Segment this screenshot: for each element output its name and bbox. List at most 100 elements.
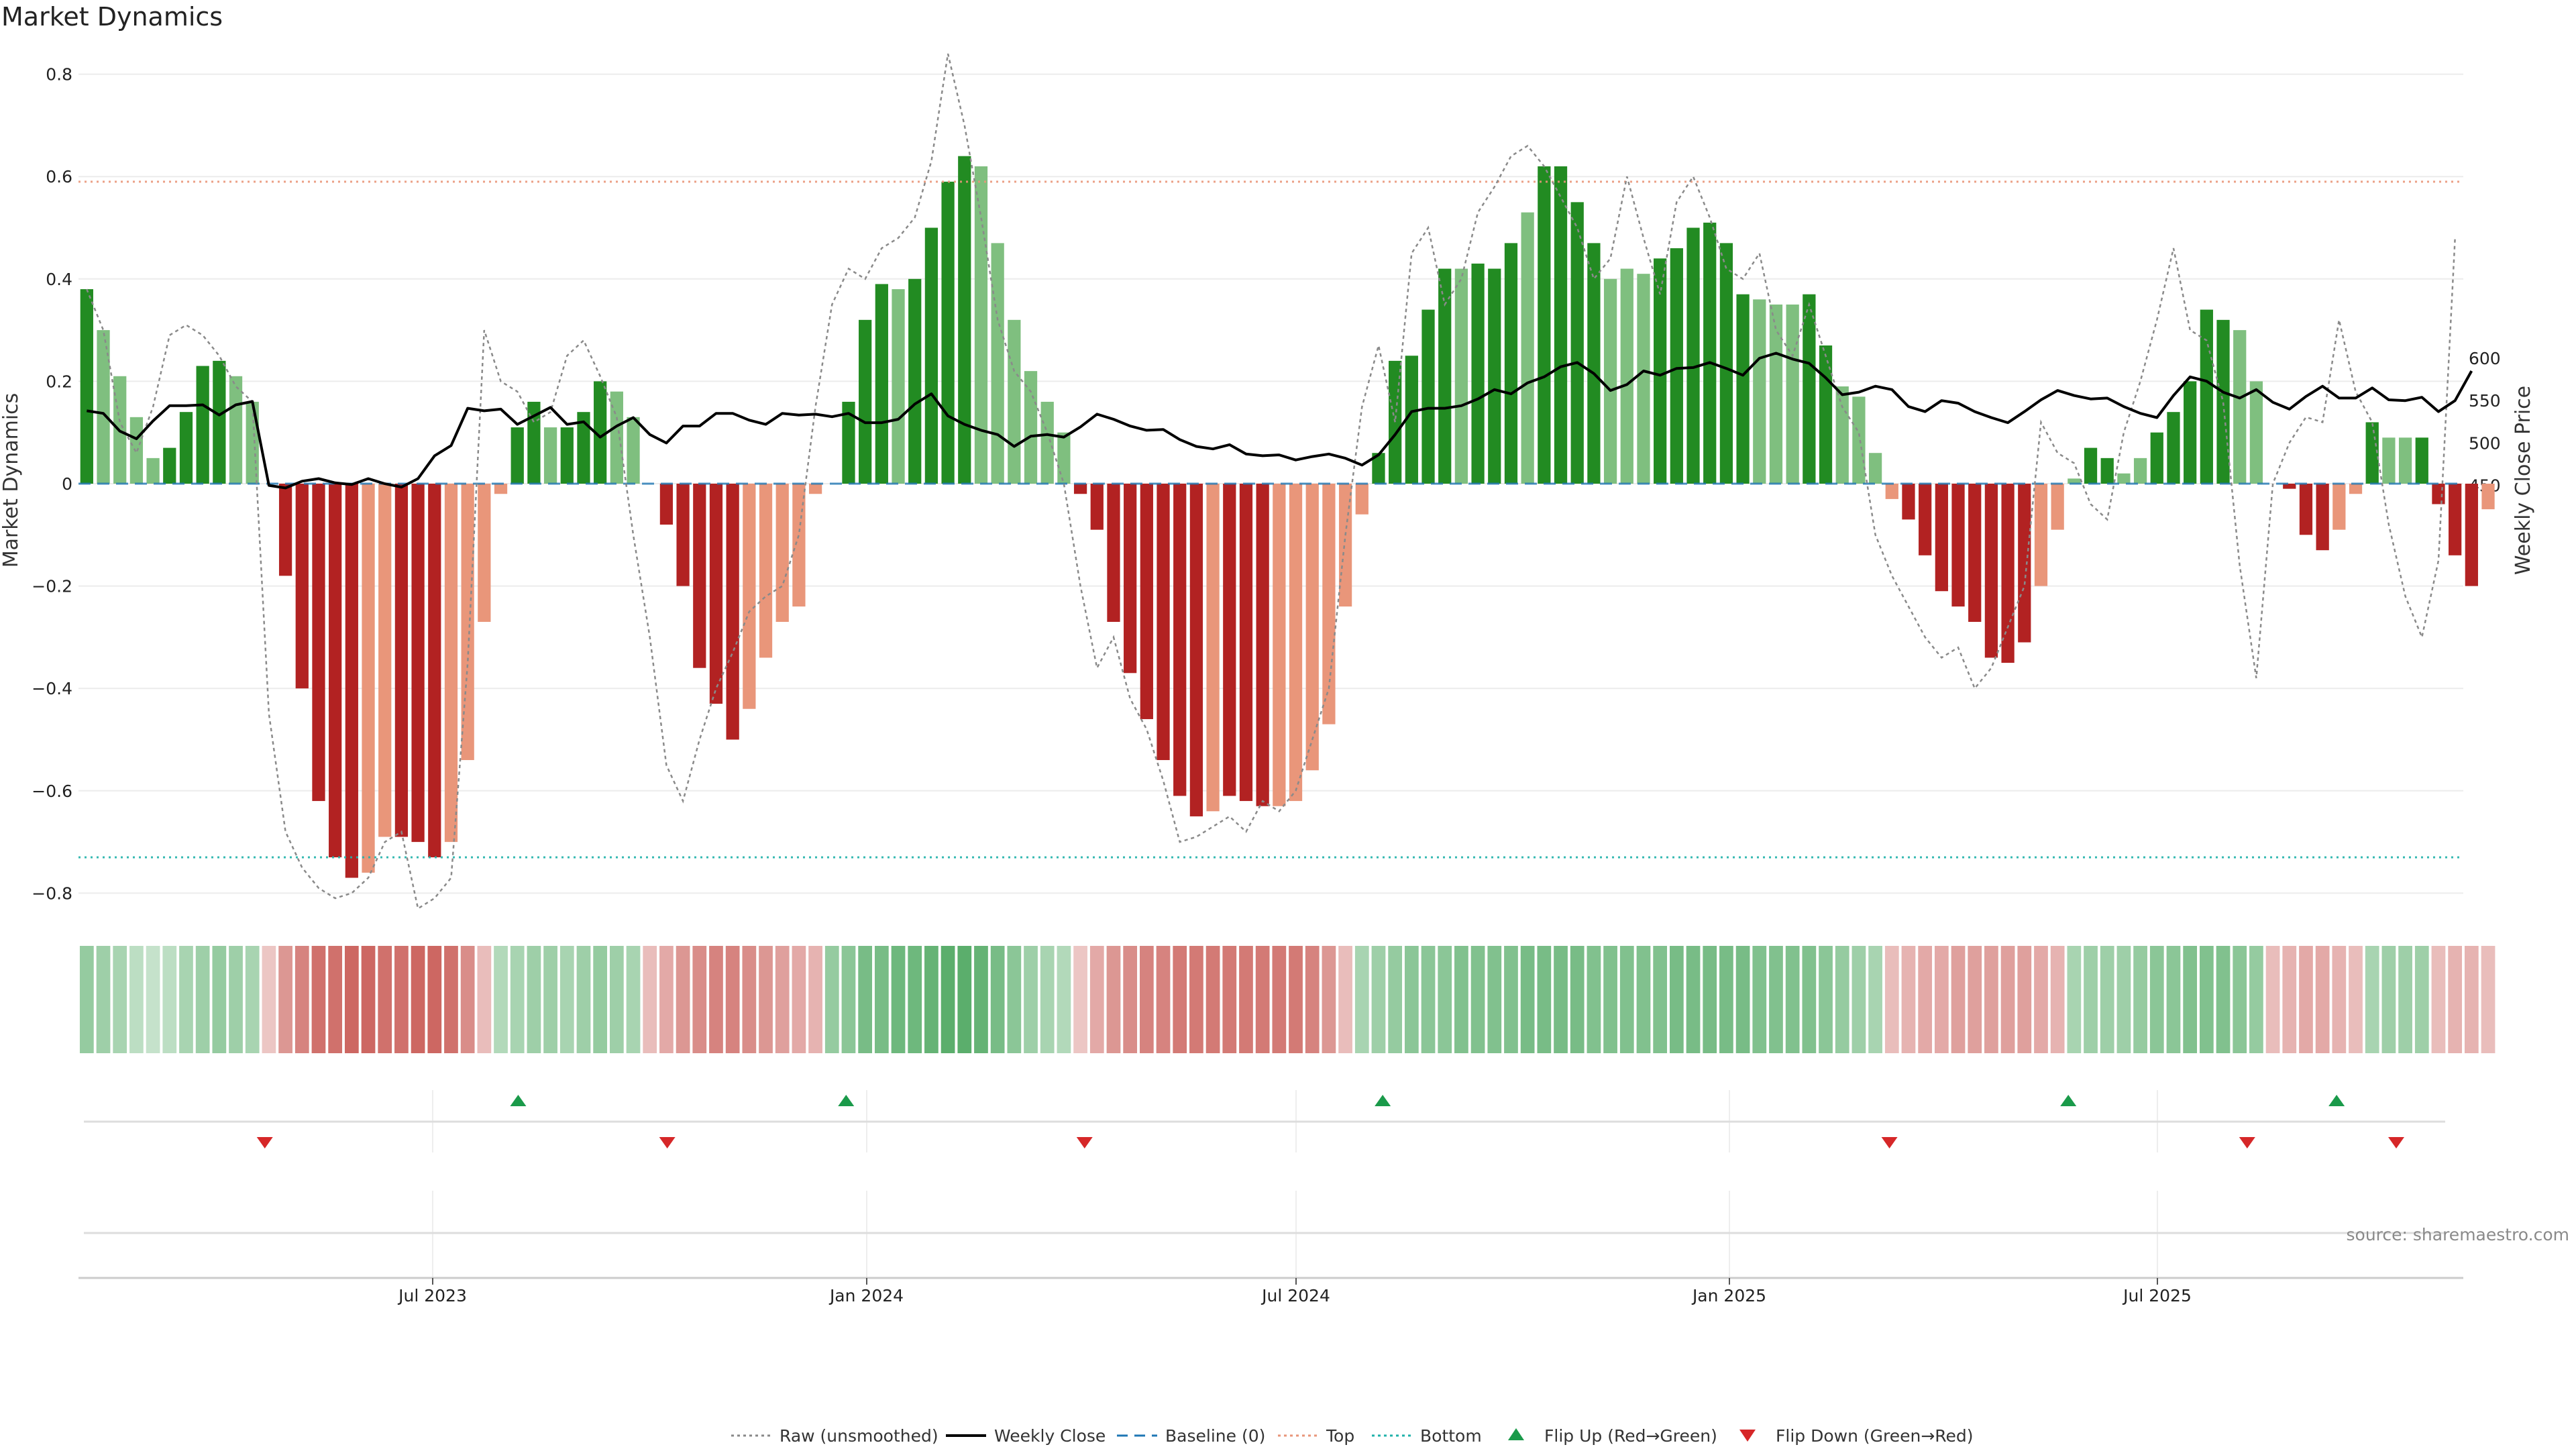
bar [2349,484,2363,494]
x-axis-ticks: Jul 2023 Jan 2024 Jul 2024 Jan 2025 Jul 2025 [78,1277,2463,1305]
bar [278,484,292,576]
regime-cell [957,946,972,1053]
regime-cell [328,946,343,1053]
regime-cell [874,946,889,1053]
regime-cell [1173,946,1187,1053]
bar [1736,294,1750,484]
regime-cell [1686,946,1701,1053]
y-tick-label: −0.8 [32,883,72,903]
bar [2465,484,2478,586]
regime-cell [1205,946,1220,1053]
regime-cell [941,946,955,1053]
x-tick-label: Jul 2023 [397,1286,467,1305]
y2-tick-label: 600 [2463,349,2501,368]
flip-down-marker [659,1137,676,1148]
bar [1868,453,1882,484]
bar [146,458,160,484]
bar [974,166,988,484]
x-tick-label: Jul 2025 [2122,1286,2192,1305]
regime-cell [394,946,409,1053]
bar [1140,484,1153,719]
y-tick-label: 0.8 [46,65,72,85]
bar [1157,484,1170,761]
bar [2034,484,2048,586]
regime-cell [2464,946,2479,1053]
regime-cell [2017,946,2032,1053]
bar [2216,319,2230,484]
bar [2167,412,2180,484]
regime-cell [212,946,227,1053]
bar [610,391,623,484]
bar [1538,166,1551,484]
bar [1438,268,1452,484]
regime-cell [659,946,674,1053]
bar [1173,484,1187,796]
bar [627,417,640,484]
bar [461,484,474,761]
bar [478,484,491,623]
bar [1670,248,1683,484]
regime-cell [460,946,475,1053]
x-tick-label: Jul 2024 [1260,1286,1330,1305]
y-tick-label: −0.6 [32,782,72,801]
bar [1289,484,1303,802]
legend-label: Flip Up (Red→Green) [1544,1426,1717,1446]
bar [213,360,226,484]
regime-cell [1984,946,1998,1053]
regime-cell [477,946,492,1053]
legend-label: Baseline (0) [1165,1426,1265,1446]
bar [1703,222,1717,484]
bar [991,243,1004,484]
bar [659,484,674,525]
bar [1819,345,1833,484]
regime-cell [1073,946,1087,1053]
regime-cell [974,946,988,1053]
y-tick-label: 0.4 [46,270,72,289]
bar [1637,274,1650,484]
legend-label: Bottom [1420,1426,1482,1446]
regime-cell [1106,946,1121,1053]
regime-cell [1040,946,1055,1053]
bar [80,289,93,484]
regime-cell [2233,946,2247,1053]
regime-cell [1371,946,1386,1053]
regime-strip [79,946,2496,1053]
bar [1008,319,1021,484]
bar [295,484,309,689]
regime-cell [759,946,773,1053]
regime-cell [411,946,425,1053]
regime-cell [891,946,906,1053]
source-note: source: sharemaestro.com [2347,1225,2570,1244]
bar [808,484,822,494]
regime-cell [361,946,376,1053]
regime-cell [1951,946,1966,1053]
regime-cell [96,946,111,1053]
bar [1803,294,1816,484]
bar [2133,458,2147,484]
bar [1073,484,1087,494]
regime-cell [1884,946,1899,1053]
bar [1124,484,1137,674]
bar [594,381,607,484]
regime-cell [1520,946,1535,1053]
y-tick-label: 0.6 [46,167,72,186]
bar [229,376,243,484]
bar [1835,386,1849,484]
regime-cell [1454,946,1468,1053]
y2-tick-label: 550 [2463,391,2501,411]
regime-cell [1089,946,1104,1053]
regime-cell [162,946,177,1053]
regime-cell [2084,946,2098,1053]
bar [2051,484,2064,530]
regime-cell [2000,946,2015,1053]
bar [1587,243,1601,484]
bar [1603,278,1617,484]
bar [2398,437,2412,484]
regime-cell [1388,946,1403,1053]
bar [1355,484,1368,515]
bar [527,401,541,484]
regime-cell [311,946,326,1053]
regime-cell [2414,946,2429,1053]
bar [1040,401,1054,484]
bar [2432,484,2445,504]
